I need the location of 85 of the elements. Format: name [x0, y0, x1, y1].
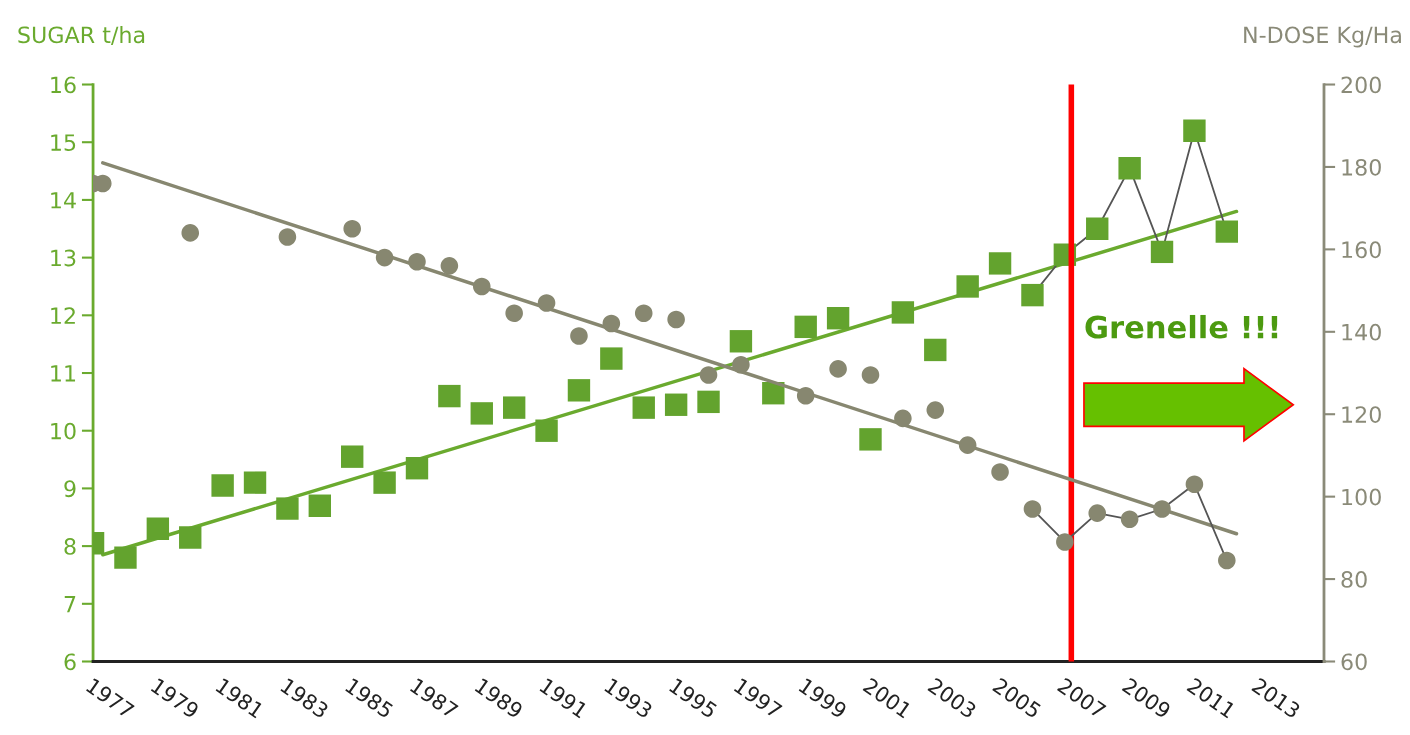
y-tick-label: 9: [64, 480, 76, 498]
y2-tick-label: 180: [1342, 158, 1381, 176]
annotation: Grenelle !!!: [1085, 314, 1278, 339]
point: [829, 360, 847, 378]
point: [502, 396, 526, 419]
point: [697, 390, 720, 414]
y-tick-label: 8: [64, 538, 76, 555]
point: [859, 428, 882, 451]
point: [1183, 119, 1206, 142]
point: [505, 304, 523, 323]
y2-tick-label: 120: [1342, 406, 1381, 423]
point: [278, 228, 297, 246]
point: [343, 219, 361, 238]
point: [762, 382, 785, 405]
point: [602, 314, 621, 333]
point: [179, 526, 202, 549]
point: [634, 304, 653, 323]
y-tick-label: 6: [64, 653, 76, 671]
y2-tick-label: 60: [1341, 653, 1367, 671]
point: [632, 396, 655, 419]
point: [1118, 156, 1141, 180]
point: [1120, 510, 1139, 529]
point: [181, 224, 200, 242]
point: [1056, 533, 1074, 551]
point: [891, 301, 915, 324]
point: [1088, 504, 1107, 522]
y-tick-label: 16: [51, 76, 76, 94]
point: [373, 471, 396, 494]
y2-tick-label: 80: [1341, 571, 1367, 588]
point: [405, 457, 429, 480]
point: [958, 436, 977, 454]
point: [988, 252, 1012, 275]
point: [956, 275, 979, 298]
point: [1021, 283, 1044, 307]
point: [341, 445, 364, 468]
point: [1150, 240, 1174, 264]
y2-tick-label: 100: [1342, 488, 1381, 506]
y-tick-label: 7: [64, 596, 76, 613]
point: [991, 463, 1009, 481]
point: [470, 402, 493, 425]
point: [794, 315, 817, 339]
y2-axis-title: N-DOSE Kg/Ha: [1244, 26, 1401, 48]
point: [1086, 217, 1109, 240]
point: [924, 338, 947, 362]
point: [732, 355, 750, 374]
y-tick-label: 11: [51, 365, 76, 382]
point: [1023, 500, 1042, 518]
point: [276, 497, 299, 520]
point: [826, 307, 850, 330]
y-axis-title: SUGAR t/ha: [18, 26, 145, 45]
point: [699, 366, 718, 384]
point: [570, 327, 588, 345]
y-tick-label: 12: [51, 307, 75, 324]
y-tick-label: 14: [51, 192, 76, 209]
y-tick-label: 10: [51, 422, 76, 440]
point: [664, 393, 688, 416]
y2-tick-label: 140: [1342, 323, 1381, 341]
point: [535, 419, 558, 442]
point: [243, 471, 267, 494]
point: [375, 248, 394, 267]
point: [729, 330, 753, 353]
point: [1185, 475, 1204, 494]
point: [796, 386, 815, 405]
point: [894, 409, 912, 428]
point: [926, 401, 945, 419]
point: [1218, 551, 1236, 570]
point: [408, 252, 426, 271]
point: [211, 474, 234, 497]
point: [308, 494, 332, 517]
point: [146, 517, 170, 540]
y-tick-label: 15: [51, 134, 76, 151]
y-tick-label: 13: [51, 249, 76, 267]
point: [472, 277, 491, 296]
point: [1153, 500, 1171, 518]
point: [440, 257, 459, 275]
point: [861, 366, 880, 384]
y2-tick-label: 200: [1341, 76, 1381, 94]
point: [1215, 220, 1239, 243]
point: [567, 379, 591, 402]
y2-tick-label: 160: [1342, 241, 1381, 259]
point: [438, 384, 461, 408]
point: [667, 310, 685, 329]
point: [114, 546, 137, 569]
point: [537, 294, 556, 312]
point: [600, 347, 623, 370]
